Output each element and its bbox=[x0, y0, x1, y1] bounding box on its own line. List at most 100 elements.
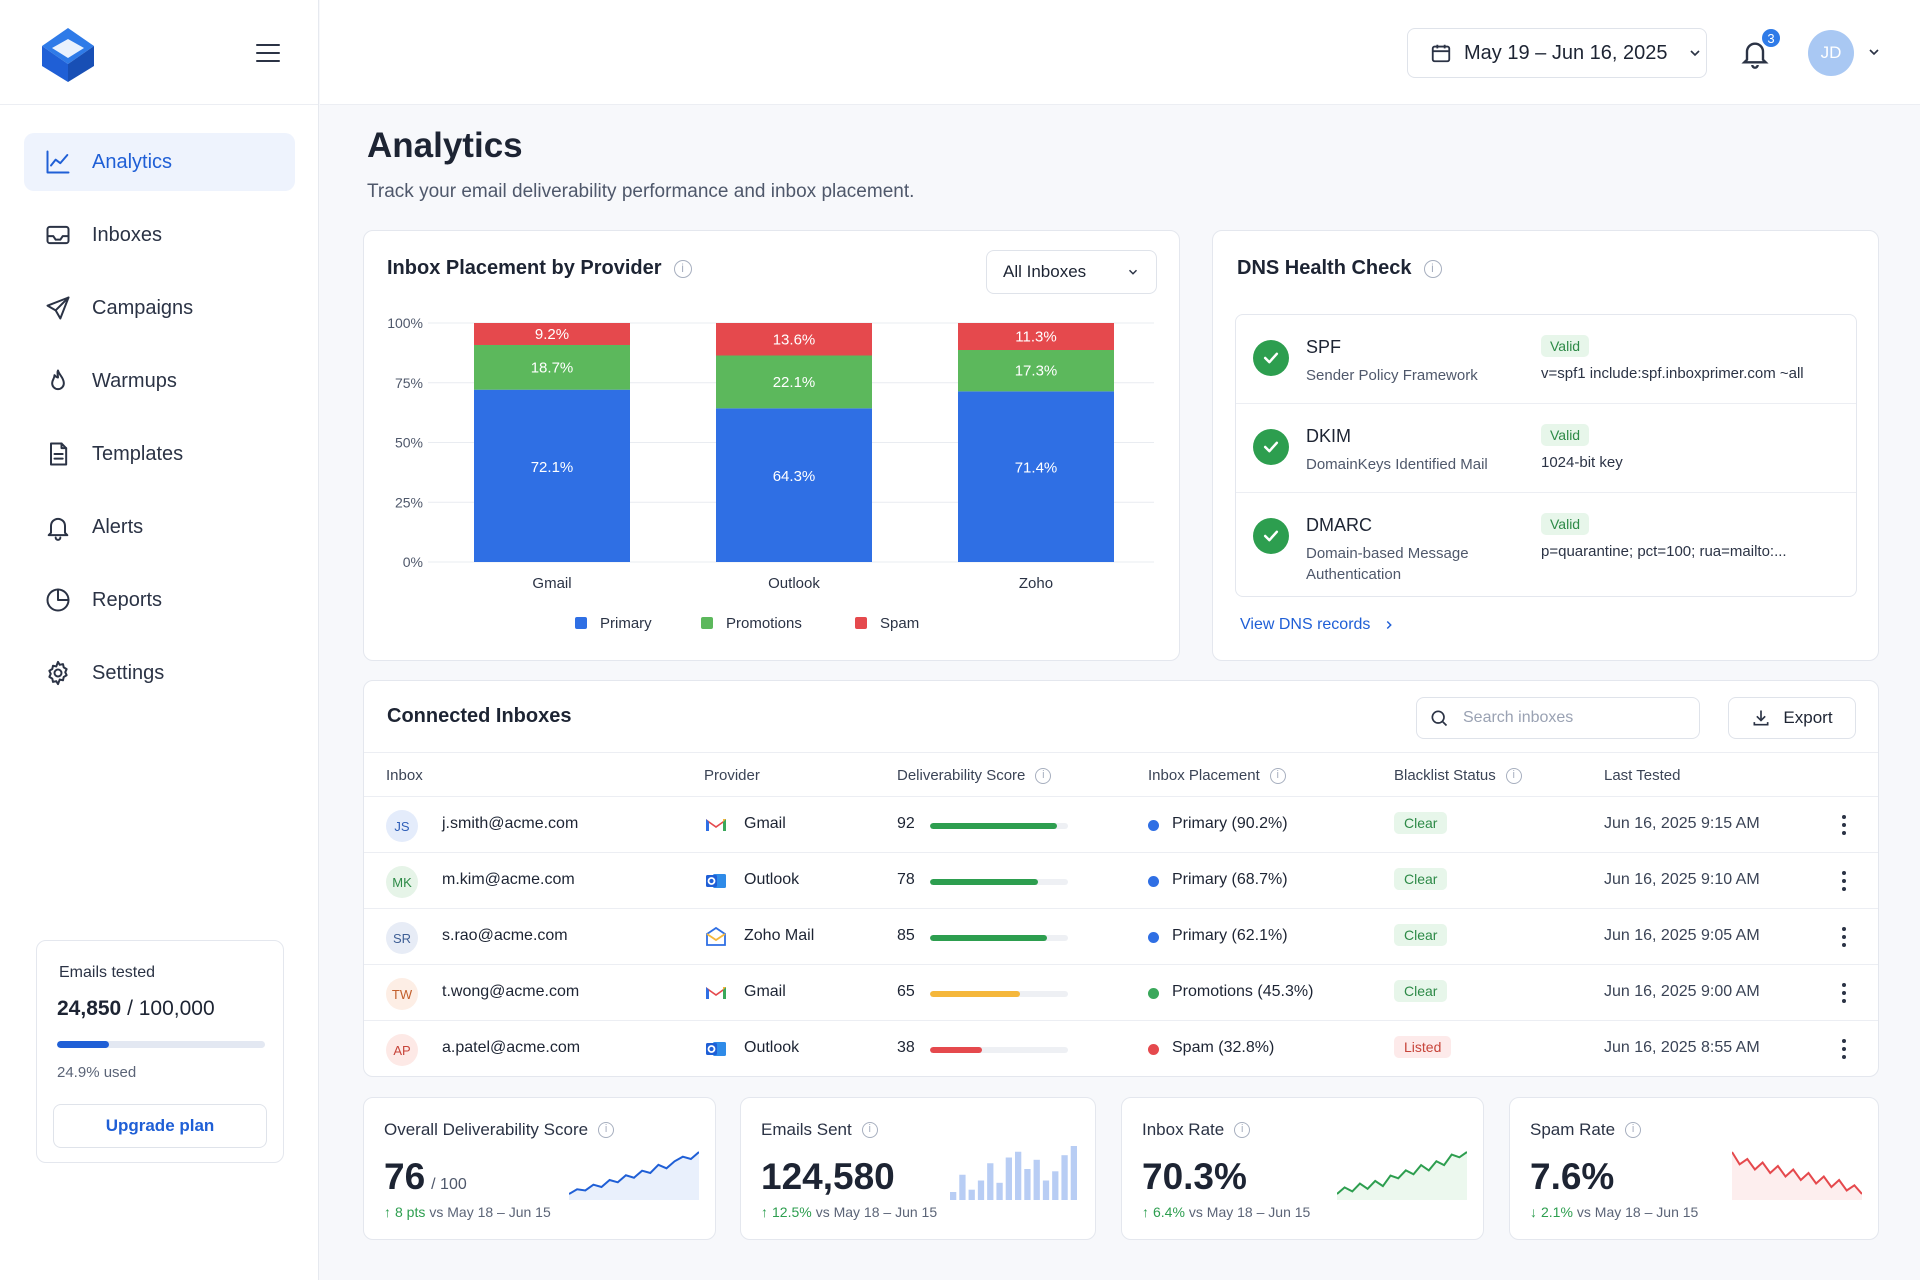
info-icon[interactable]: i bbox=[1035, 767, 1052, 784]
inbox-placement-card: Inbox Placement by Provider i All Inboxe… bbox=[363, 230, 1180, 661]
inbox-filter-select[interactable]: All Inboxes bbox=[986, 250, 1157, 294]
bar-segment-promotions-zoho[interactable] bbox=[958, 350, 1114, 392]
usage-progress-fill bbox=[57, 1041, 109, 1048]
table-row[interactable]: SR s.rao@acme.com Zoho Mail 85 Primary (62.1… bbox=[364, 909, 1878, 965]
search-inboxes-input[interactable] bbox=[1463, 709, 1683, 727]
sidebar-item-campaigns[interactable]: Campaigns bbox=[24, 279, 295, 337]
bar-segment-primary-gmail[interactable] bbox=[474, 389, 630, 562]
gmail-logo-icon bbox=[704, 813, 728, 837]
stat-value: 76/ 100 bbox=[384, 1156, 467, 1197]
score-bar bbox=[930, 991, 1068, 997]
column-header-label: Last Tested bbox=[1604, 767, 1681, 784]
column-header[interactable]: Inbox bbox=[386, 767, 423, 784]
dns-record-name: DMARC bbox=[1306, 515, 1372, 535]
status-badge: Valid bbox=[1541, 513, 1590, 535]
info-icon[interactable]: i bbox=[1505, 767, 1522, 784]
sidebar-item-reports[interactable]: Reports bbox=[24, 571, 295, 629]
row-actions-button[interactable] bbox=[1834, 1037, 1854, 1061]
gear-icon bbox=[48, 660, 68, 686]
date-range-picker[interactable]: May 19 – Jun 16, 2025 bbox=[1407, 28, 1707, 78]
info-icon[interactable]: i bbox=[1625, 1122, 1642, 1138]
view-dns-records-link[interactable]: View DNS records bbox=[1240, 616, 1396, 634]
table-row[interactable]: MK m.kim@acme.com Outlook 78 Primary (68.7%)… bbox=[364, 853, 1878, 909]
column-header[interactable]: Last Tested bbox=[1604, 767, 1680, 784]
chevron-down-icon[interactable] bbox=[1866, 44, 1882, 60]
export-button[interactable]: Export bbox=[1728, 697, 1856, 739]
score-bar bbox=[930, 879, 1068, 885]
info-icon[interactable]: i bbox=[1269, 767, 1286, 784]
sparkline-bar bbox=[1042, 1180, 1050, 1200]
document-icon bbox=[50, 442, 68, 466]
legend-label-promotions[interactable]: Promotions bbox=[726, 615, 802, 632]
table-row[interactable]: TW t.wong@acme.com Gmail 65 Promotions (45.3… bbox=[364, 965, 1878, 1021]
inbox-email[interactable]: t.wong@acme.com bbox=[442, 983, 580, 1000]
bar-segment-promotions-gmail[interactable] bbox=[474, 344, 630, 390]
x-tick-label: Zoho bbox=[1019, 575, 1053, 592]
sparkline bbox=[950, 1146, 1077, 1200]
sidebar-item-warmups[interactable]: Warmups bbox=[24, 352, 295, 410]
row-actions-button[interactable] bbox=[1834, 925, 1854, 949]
bar-segment-primary-outlook[interactable] bbox=[716, 408, 872, 562]
sidebar-item-analytics[interactable]: Analytics bbox=[24, 133, 295, 191]
bar-segment-spam-zoho[interactable] bbox=[958, 323, 1114, 351]
inbox-email[interactable]: j.smith@acme.com bbox=[442, 815, 579, 832]
dns-record-description: Sender Policy Framework bbox=[1306, 367, 1478, 384]
row-actions-button[interactable] bbox=[1834, 869, 1854, 893]
sidebar-item-templates[interactable]: Templates bbox=[24, 425, 295, 483]
sidebar-item-inboxes[interactable]: Inboxes bbox=[24, 206, 295, 264]
column-header-label: Blacklist Status bbox=[1394, 767, 1496, 784]
table-row[interactable]: AP a.patel@acme.com Outlook 38 Spam (32.8%) L… bbox=[364, 1021, 1878, 1077]
user-avatar[interactable]: JD bbox=[1808, 30, 1854, 76]
inbox-email[interactable]: a.patel@acme.com bbox=[442, 1039, 581, 1056]
dns-row-dmarc: DMARC Domain-based Message Authentication… bbox=[1236, 493, 1856, 596]
sidebar-item-settings[interactable]: Settings bbox=[24, 644, 295, 702]
info-icon[interactable]: i bbox=[1423, 259, 1442, 278]
column-header[interactable]: Inbox Placement i bbox=[1148, 767, 1286, 784]
check-circle-icon bbox=[1253, 518, 1289, 554]
row-actions-button[interactable] bbox=[1834, 981, 1854, 1005]
inbox-email[interactable]: m.kim@acme.com bbox=[442, 871, 575, 888]
inbox-placement: Promotions (45.3%) bbox=[1172, 983, 1314, 1000]
stat-delta: ↑ 8 pts vs May 18 – Jun 15 bbox=[384, 1204, 551, 1220]
sparkline bbox=[1337, 1151, 1467, 1200]
info-icon[interactable]: i bbox=[598, 1122, 615, 1138]
table-row[interactable]: JS j.smith@acme.com Gmail 92 Primary (90.2%)… bbox=[364, 797, 1878, 853]
inbox-email[interactable]: s.rao@acme.com bbox=[442, 927, 568, 944]
data-label: 71.4% bbox=[1015, 460, 1058, 477]
search-icon bbox=[1431, 710, 1448, 727]
dns-record-value: p=quarantine; pct=100; rua=mailto:... bbox=[1541, 543, 1787, 560]
arrow-up-icon: ↑ bbox=[1142, 1204, 1149, 1220]
info-icon[interactable]: i bbox=[673, 259, 692, 278]
stat-delta: ↑ 6.4% vs May 18 – Jun 15 bbox=[1142, 1204, 1310, 1220]
sidebar-item-label: Templates bbox=[92, 442, 184, 465]
legend-label-spam[interactable]: Spam bbox=[880, 615, 919, 632]
column-header[interactable]: Blacklist Status i bbox=[1394, 767, 1522, 784]
score-bar-fill bbox=[930, 1047, 983, 1053]
legend-label-primary[interactable]: Primary bbox=[600, 615, 652, 632]
bar-segment-promotions-outlook[interactable] bbox=[716, 355, 872, 409]
column-header[interactable]: Provider bbox=[704, 767, 760, 784]
notification-count-badge: 3 bbox=[1760, 27, 1782, 49]
usage-percent: 24.9% used bbox=[57, 1064, 137, 1081]
inbox-avatar: AP bbox=[386, 1034, 418, 1066]
column-header[interactable]: Deliverability Score i bbox=[897, 767, 1052, 784]
notifications-bell-icon[interactable] bbox=[1739, 36, 1771, 70]
row-actions-button[interactable] bbox=[1834, 813, 1854, 837]
dns-record-description: DomainKeys Identified Mail bbox=[1306, 456, 1488, 473]
dns-record-description: Domain-based Message Authentication bbox=[1306, 545, 1469, 583]
data-label: 18.7% bbox=[531, 359, 574, 376]
dns-record-list: SPF Sender Policy Framework Valid v=spf1 in… bbox=[1235, 314, 1857, 597]
sidebar-item-alerts[interactable]: Alerts bbox=[24, 498, 295, 556]
upgrade-plan-button[interactable]: Upgrade plan bbox=[53, 1104, 267, 1148]
arrow-up-icon: ↑ bbox=[761, 1204, 768, 1220]
menu-toggle-button[interactable] bbox=[253, 40, 283, 66]
info-icon[interactable]: i bbox=[1234, 1122, 1251, 1138]
bar-segment-spam-gmail[interactable] bbox=[474, 323, 630, 345]
placement-dot bbox=[1148, 1044, 1159, 1055]
placement-dot bbox=[1148, 932, 1159, 943]
inbox-placement-title: Inbox Placement by Provider i bbox=[387, 257, 692, 280]
last-tested: Jun 16, 2025 9:00 AM bbox=[1604, 983, 1760, 1000]
info-icon[interactable]: i bbox=[861, 1122, 878, 1138]
bar-segment-spam-outlook[interactable] bbox=[716, 323, 872, 356]
bar-segment-primary-zoho[interactable] bbox=[958, 391, 1114, 562]
